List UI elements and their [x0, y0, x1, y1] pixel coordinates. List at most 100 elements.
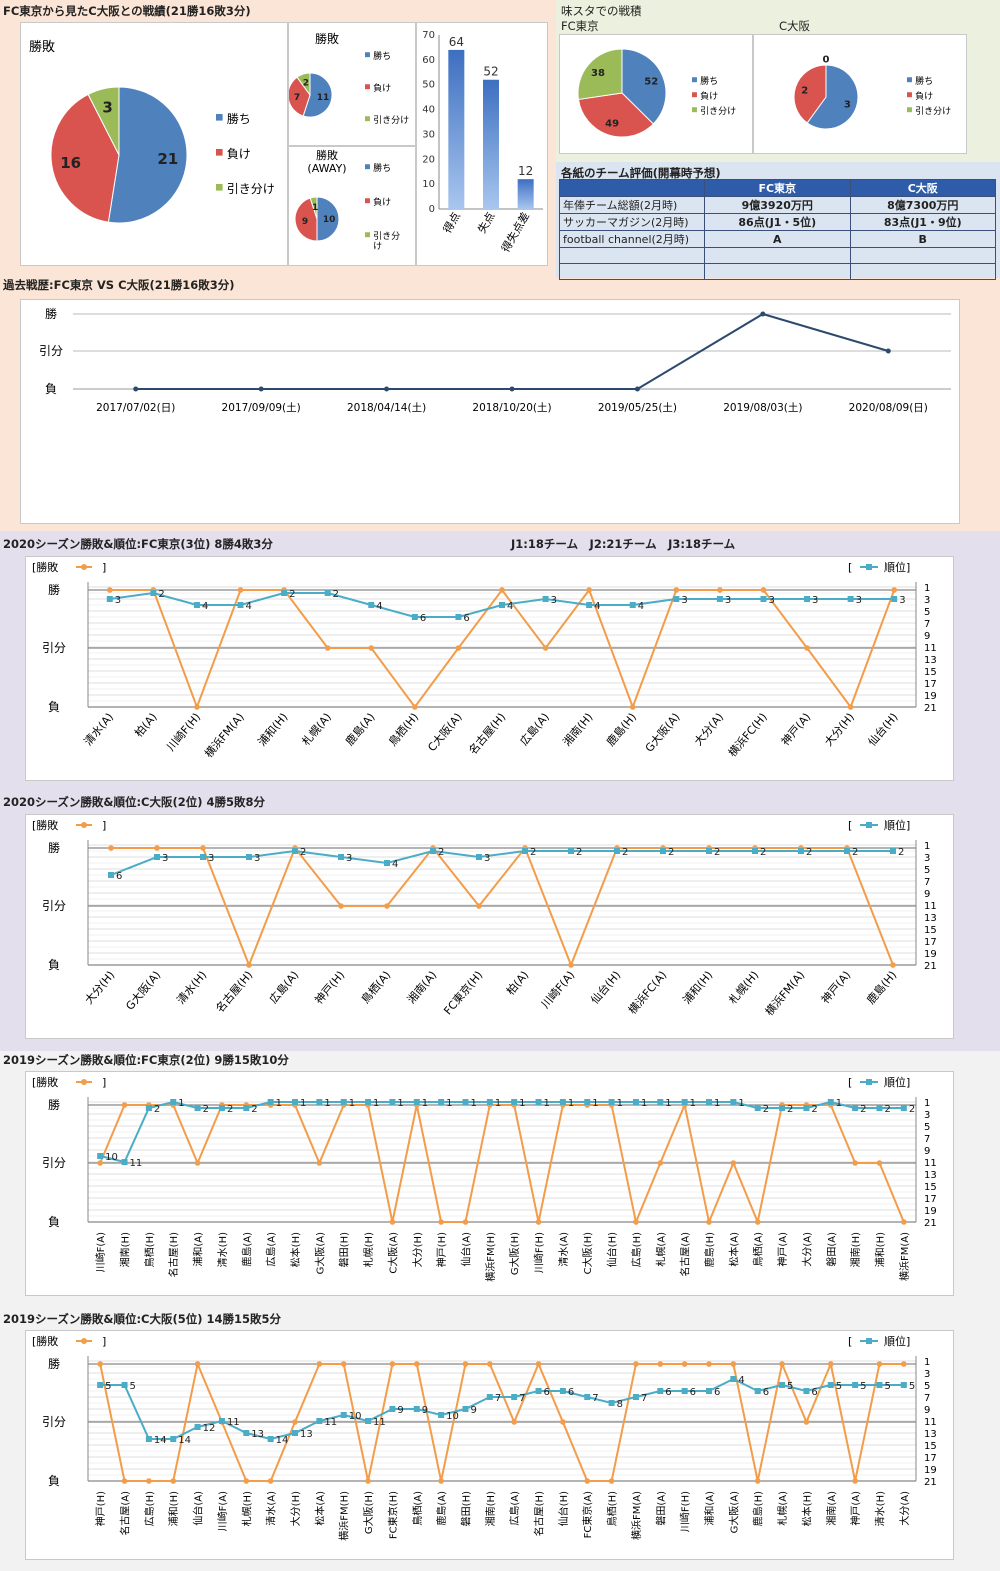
result-point	[316, 1361, 323, 1367]
eval-value-c: 8億7300万円	[849, 196, 996, 214]
x-tick-label: 横浜FC(H)	[725, 710, 770, 760]
rank-value-label: 1	[568, 1098, 574, 1109]
eval-row	[559, 247, 996, 264]
legend-swatch	[365, 116, 370, 122]
rank-tick-label: 7	[924, 1393, 930, 1404]
away-pie-panel: 10 9 1 勝敗 (AWAY) 勝ち 負け 引き分け	[288, 146, 416, 266]
rank-value-label: 5	[860, 1381, 866, 1392]
eval-label	[559, 263, 705, 280]
x-tick-label: FC東京(H)	[441, 968, 486, 1018]
rank-value-label: 2	[760, 847, 766, 858]
y-tick-label: 勝	[48, 1356, 60, 1371]
x-tick-label: 川崎F(H)	[679, 1491, 692, 1532]
legend-label: 引き分け	[915, 106, 951, 117]
result-point	[584, 1478, 591, 1484]
result-point	[267, 1478, 274, 1484]
x-tick-label: 清水(A)	[265, 1491, 278, 1526]
rank-point	[890, 848, 896, 854]
x-tick-label: 得点	[441, 210, 463, 236]
pie-slice-0	[621, 48, 667, 125]
history-point	[258, 386, 264, 392]
legend-swatch	[692, 77, 697, 83]
y-tick-label: 引分	[42, 1415, 66, 1429]
x-tick-label: 大分(A)	[691, 710, 726, 748]
rank-value-label: 4	[392, 859, 398, 870]
y-tick-label: 10	[422, 179, 435, 190]
result-point	[389, 1361, 396, 1367]
legend-rank-label: 順位]	[884, 560, 910, 574]
x-tick-label: 神戸(A)	[776, 1232, 789, 1267]
result-point	[901, 1361, 907, 1367]
result-point	[542, 645, 549, 651]
rank-tick-label: 5	[924, 865, 930, 876]
rank-tick-label: 11	[924, 901, 937, 912]
x-tick-label: 鳥栖(A)	[411, 1491, 424, 1526]
rank-point	[559, 1099, 566, 1105]
x-tick-label: 神戸(H)	[312, 968, 348, 1007]
pie-value-label: 1	[312, 203, 318, 213]
rank-tick-label: 5	[924, 1122, 930, 1133]
legend-swatch	[216, 149, 223, 156]
rank-value-label: 1	[495, 1098, 501, 1109]
rank-value-label: 2	[530, 847, 536, 858]
rank-value-label: 11	[130, 1158, 143, 1169]
result-point	[511, 1419, 517, 1425]
bar	[483, 79, 499, 209]
x-tick-label: 川崎F(H)	[533, 1232, 546, 1273]
x-tick-label: FC東京(H)	[386, 1491, 399, 1539]
rank-value-label: 5	[105, 1381, 111, 1392]
rank-point	[779, 1382, 786, 1388]
rank-tick-label: 17	[924, 679, 937, 690]
rank-tick-label: 15	[924, 1182, 937, 1193]
rank-tick-label: 7	[924, 619, 930, 630]
eval-label: サッカーマガジン(2月時)	[559, 213, 705, 231]
pie-slice-2	[87, 86, 120, 156]
result-point	[389, 1219, 396, 1225]
rank-value-label: 1	[446, 1098, 452, 1109]
legend-rank-start: [	[848, 819, 852, 832]
x-tick-label: 柏(A)	[132, 710, 160, 740]
legend-rank-marker	[866, 564, 872, 570]
rank-value-label: 2	[909, 1104, 915, 1115]
rank-value-label: 3	[768, 595, 774, 606]
goals-bar-panel: 0 10 20 30 40 50 60 70 64 得点 52 失点 12 得失点差	[416, 22, 548, 266]
legend-result-end: ]	[102, 561, 106, 574]
x-tick-label: 松本(H)	[800, 1491, 813, 1526]
rank-tick-label: 5	[924, 607, 930, 618]
result-point	[876, 1361, 883, 1367]
result-point	[754, 1219, 761, 1225]
rank-value-label: 7	[519, 1393, 525, 1404]
rank-point	[108, 872, 114, 878]
pie-value-label: 38	[591, 68, 605, 79]
rank-point	[535, 1388, 542, 1394]
rank-value-label: 10	[105, 1152, 118, 1163]
rank-value-label: 6	[714, 1387, 720, 1398]
result-point	[560, 1419, 566, 1425]
fc2019-title: 2019シーズン勝敗&順位:FC東京(2位) 9勝15敗10分	[3, 1053, 289, 1067]
x-tick-label: 鹿島(H)	[703, 1232, 716, 1267]
rank-point	[365, 1099, 372, 1105]
rank-point	[660, 848, 666, 854]
rank-point	[632, 1394, 639, 1400]
rank-value-label: 4	[202, 601, 208, 612]
result-point	[852, 1478, 858, 1484]
rank-value-label: 1	[470, 1098, 476, 1109]
result-point	[170, 1478, 177, 1484]
rank-value-label: 2	[884, 1104, 890, 1115]
x-tick-label: 松本(A)	[727, 1232, 740, 1267]
result-point	[760, 587, 767, 593]
eval-row: 年俸チーム総額(2月時) 9億3920万円 8億7300万円	[559, 196, 996, 214]
x-tick-label: 鳥栖(A)	[752, 1232, 765, 1267]
result-point	[194, 1361, 201, 1367]
rank-value-label: 1	[178, 1098, 184, 1109]
rank-point	[455, 614, 462, 620]
rank-tick-label: 3	[924, 1110, 930, 1121]
rank-point	[900, 1105, 907, 1111]
x-tick-label: 浦和(A)	[192, 1232, 205, 1267]
rank-point	[170, 1436, 177, 1442]
x-tick-label: 川崎F(A)	[216, 1491, 229, 1531]
pie-value-label: 7	[294, 93, 300, 103]
x-tick-label: 鹿島(H)	[752, 1491, 765, 1526]
x-tick-label: 磐田(H)	[338, 1232, 351, 1267]
